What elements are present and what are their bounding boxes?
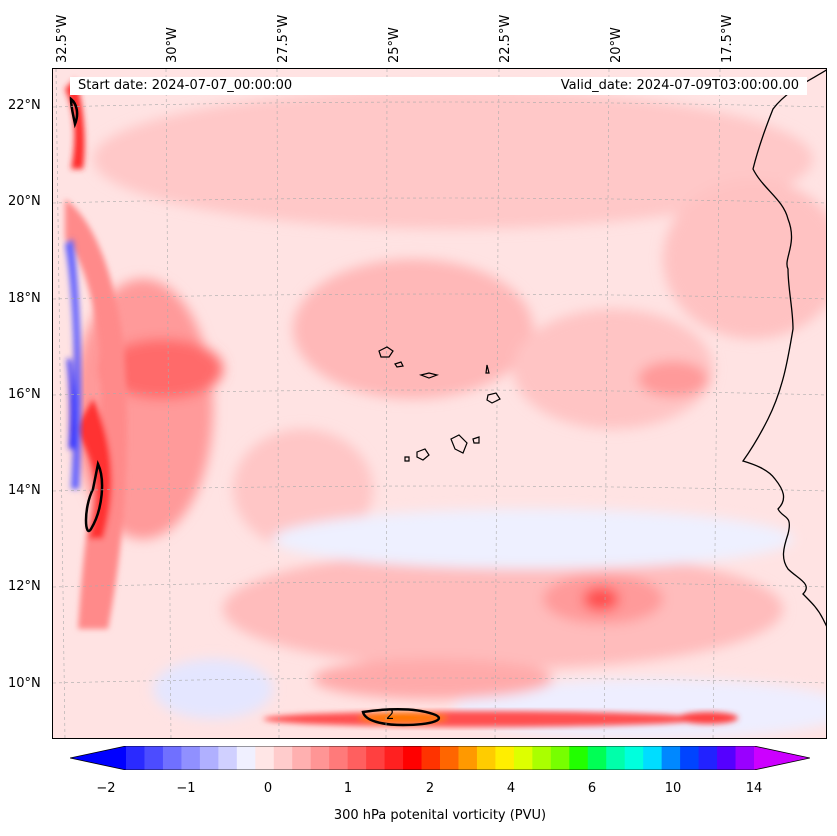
colorbar-segment bbox=[366, 746, 386, 770]
pv-negative-band bbox=[65, 239, 81, 489]
colorbar-segment bbox=[347, 746, 367, 770]
lat-label-20n: 20°N bbox=[8, 194, 41, 209]
colorbar-segment bbox=[199, 746, 219, 770]
pv-map: 2 bbox=[52, 68, 827, 739]
colorbar-segment bbox=[421, 746, 441, 770]
cb-tick-2: 0 bbox=[263, 781, 273, 796]
colorbar-segment bbox=[513, 746, 533, 770]
colorbar-segment bbox=[384, 746, 404, 770]
cb-tick-3: 1 bbox=[343, 781, 353, 796]
colorbar-max-extension bbox=[754, 746, 810, 770]
colorbar-segment bbox=[717, 746, 737, 770]
colorbar-segment bbox=[587, 746, 607, 770]
pv-shading bbox=[73, 89, 826, 738]
lat-label-14n: 14°N bbox=[8, 483, 41, 498]
lon-label-27-5w: 27.5°W bbox=[276, 14, 291, 63]
colorbar-segment bbox=[698, 746, 718, 770]
colorbar-segment bbox=[440, 746, 459, 770]
colorbar-segment bbox=[550, 746, 570, 770]
colorbar-segment bbox=[162, 746, 182, 770]
pv-field: 2 bbox=[53, 69, 826, 738]
cb-tick-7: 10 bbox=[664, 781, 682, 796]
lon-label-17-5w: 17.5°W bbox=[720, 14, 735, 63]
colorbar-segment bbox=[218, 746, 238, 770]
cb-tick-0: −2 bbox=[96, 781, 116, 796]
lon-label-20w: 20°W bbox=[609, 27, 624, 63]
colorbar-segment bbox=[292, 746, 312, 770]
colorbar-segment bbox=[661, 746, 681, 770]
colorbar-min-extension bbox=[70, 746, 126, 770]
lat-label-22n: 22°N bbox=[8, 98, 41, 113]
colorbar-segment bbox=[329, 746, 349, 770]
lat-label-18n: 18°N bbox=[8, 291, 41, 306]
colorbar-segment bbox=[181, 746, 201, 770]
cb-tick-4: 2 bbox=[425, 781, 435, 796]
colorbar-segment bbox=[643, 746, 663, 770]
cape-verde-islands bbox=[378, 346, 501, 462]
pv-southern-jet bbox=[263, 711, 738, 727]
colorbar-segments bbox=[70, 746, 810, 770]
lon-label-32-5w: 32.5°W bbox=[55, 14, 70, 63]
colorbar-segment bbox=[273, 746, 293, 770]
colorbar-segment bbox=[476, 746, 496, 770]
colorbar-label: 300 hPa potenital vorticity (PVU) bbox=[333, 808, 547, 823]
colorbar-segment bbox=[735, 746, 755, 770]
cb-tick-5: 4 bbox=[506, 781, 516, 796]
cb-tick-1: −1 bbox=[176, 781, 196, 796]
colorbar-segment bbox=[236, 746, 256, 770]
lon-label-25w: 25°W bbox=[387, 27, 402, 63]
lat-label-10n: 10°N bbox=[8, 676, 41, 691]
colorbar-segment bbox=[680, 746, 700, 770]
date-info-bar: Start date: 2024-07-07_00:00:00 Valid_da… bbox=[70, 77, 807, 95]
colorbar-segment bbox=[569, 746, 589, 770]
contour-label: 2 bbox=[386, 708, 394, 723]
graticule bbox=[53, 69, 826, 738]
lat-label-16n: 16°N bbox=[8, 387, 41, 402]
colorbar-segment bbox=[495, 746, 515, 770]
lon-label-30w: 30°W bbox=[165, 27, 180, 63]
colorbar-segment bbox=[403, 746, 423, 770]
colorbar-segment bbox=[310, 746, 330, 770]
african-coastline bbox=[741, 69, 826, 627]
colorbar-segment bbox=[532, 746, 552, 770]
cb-tick-6: 6 bbox=[587, 781, 597, 796]
cb-tick-8: 14 bbox=[745, 781, 763, 796]
lat-label-12n: 12°N bbox=[8, 579, 41, 594]
start-date: Start date: 2024-07-07_00:00:00 bbox=[78, 78, 293, 93]
pv-contours bbox=[69, 96, 441, 727]
lon-label-22-5w: 22.5°W bbox=[498, 14, 513, 63]
colorbar-segment bbox=[624, 746, 644, 770]
colorbar-segment bbox=[458, 746, 478, 770]
colorbar-segment bbox=[126, 746, 145, 770]
colorbar bbox=[70, 746, 810, 770]
colorbar-segment bbox=[144, 746, 164, 770]
colorbar-segment bbox=[606, 746, 626, 770]
valid-date: Valid_date: 2024-07-09T03:00:00.00 bbox=[560, 78, 799, 93]
colorbar-segment bbox=[255, 746, 275, 770]
